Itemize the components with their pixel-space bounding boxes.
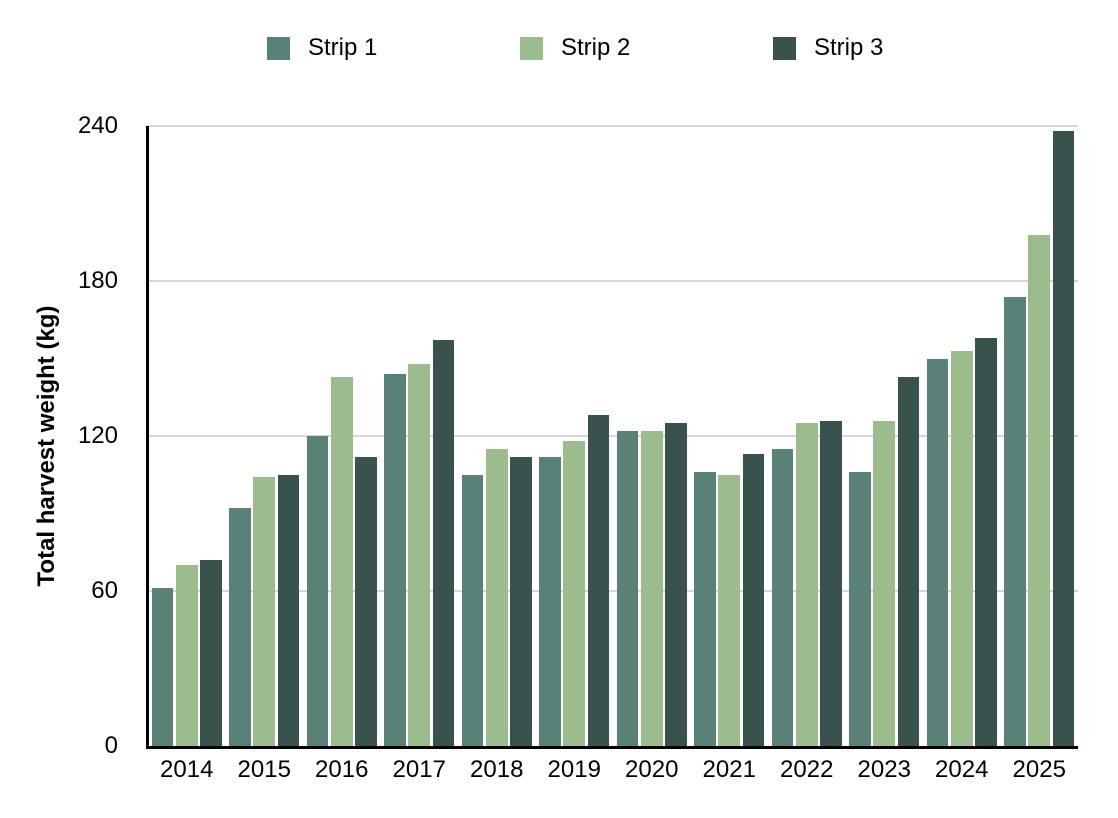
bar-2021-strip-2 xyxy=(718,474,741,746)
bar-2015-strip-1 xyxy=(229,508,251,746)
bar-2019-strip-1 xyxy=(539,456,561,746)
legend-item-strip-2: Strip 2 xyxy=(520,36,630,60)
bar-2015-strip-3 xyxy=(277,474,300,746)
x-tick-label: 2021 xyxy=(702,756,756,783)
gridline-y120 xyxy=(148,435,1078,437)
bar-2020-strip-1 xyxy=(616,430,639,746)
bar-2018-strip-2 xyxy=(485,448,508,746)
y-axis-line xyxy=(145,126,149,749)
bar-2022-strip-2 xyxy=(795,423,818,746)
bar-2021-strip-3 xyxy=(742,454,765,746)
x-tick-label: 2022 xyxy=(780,756,834,783)
y-axis-title: Total harvest weight (kg) xyxy=(33,305,60,587)
bar-2016-strip-1 xyxy=(306,436,329,746)
bar-2017-strip-3 xyxy=(432,340,455,746)
bar-2024-strip-3 xyxy=(975,337,997,746)
legend-item-strip-3: Strip 3 xyxy=(773,36,883,60)
bar-2014-strip-3 xyxy=(200,560,222,746)
bar-2016-strip-3 xyxy=(355,456,377,746)
gridline-y60 xyxy=(148,590,1078,592)
legend-item-strip-1: Strip 1 xyxy=(267,36,377,60)
x-tick-label: 2019 xyxy=(547,756,601,783)
bar-2018-strip-3 xyxy=(510,456,532,746)
gridline-y180 xyxy=(148,280,1078,282)
x-axis-line xyxy=(145,745,1078,749)
bar-2016-strip-2 xyxy=(330,376,353,746)
bar-2025-strip-1 xyxy=(1004,296,1026,746)
bar-2023-strip-2 xyxy=(873,420,896,746)
bar-2020-strip-3 xyxy=(665,423,687,746)
bar-2024-strip-1 xyxy=(926,358,949,746)
y-tick-label: 180 xyxy=(77,267,118,294)
bar-2018-strip-1 xyxy=(461,474,484,746)
bar-2025-strip-3 xyxy=(1052,131,1075,746)
x-tick-label: 2015 xyxy=(237,756,291,783)
bar-2014-strip-1 xyxy=(151,588,174,746)
legend-swatch-icon xyxy=(520,36,543,60)
bar-2017-strip-1 xyxy=(384,374,406,746)
x-tick-label: 2024 xyxy=(935,756,989,783)
x-tick-label: 2014 xyxy=(160,756,214,783)
x-tick-label: 2020 xyxy=(625,756,679,783)
bar-2023-strip-3 xyxy=(897,376,920,746)
y-tick-label: 0 xyxy=(104,732,118,759)
bar-2015-strip-2 xyxy=(253,477,276,746)
bar-2017-strip-2 xyxy=(408,363,431,746)
x-tick-label: 2018 xyxy=(470,756,524,783)
legend-label: Strip 1 xyxy=(308,34,378,61)
x-tick-label: 2016 xyxy=(315,756,369,783)
y-tick-label: 120 xyxy=(77,422,118,449)
x-tick-label: 2023 xyxy=(857,756,911,783)
gridline-y240 xyxy=(148,125,1078,127)
y-tick-label: 60 xyxy=(91,577,118,604)
x-tick-label: 2017 xyxy=(392,756,446,783)
bar-2022-strip-3 xyxy=(820,420,842,746)
bar-2021-strip-1 xyxy=(694,472,716,746)
legend-swatch-icon xyxy=(267,36,290,60)
bar-2014-strip-2 xyxy=(175,565,198,746)
bar-2025-strip-2 xyxy=(1028,234,1051,746)
bar-2022-strip-1 xyxy=(771,448,794,746)
legend-swatch-icon xyxy=(773,36,796,60)
bar-2019-strip-2 xyxy=(563,441,586,746)
legend-label: Strip 3 xyxy=(814,34,884,61)
bar-2020-strip-2 xyxy=(640,430,663,746)
legend-label: Strip 2 xyxy=(561,34,631,61)
x-tick-label: 2025 xyxy=(1012,756,1066,783)
y-tick-label: 240 xyxy=(77,112,118,139)
bar-2024-strip-2 xyxy=(950,350,973,746)
bar-2023-strip-1 xyxy=(849,472,871,746)
bar-2019-strip-3 xyxy=(587,415,610,746)
